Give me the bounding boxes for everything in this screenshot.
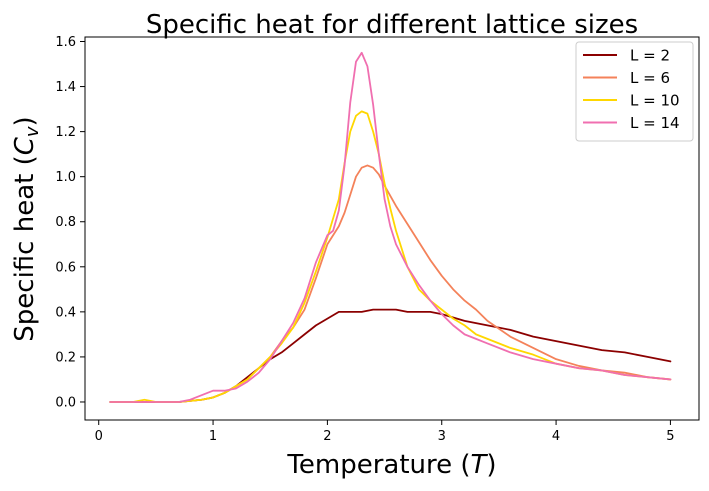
y-tick-label: 0.6 [55,260,76,275]
x-tick-label: 2 [323,429,331,444]
y-tick-label: 0.8 [55,215,76,230]
series-line-3 [109,51,672,403]
series-line-0 [109,308,672,403]
y-tick-label: 1.2 [55,125,76,140]
x-tick-label: 3 [438,429,446,444]
x-tick-label: 4 [552,429,560,444]
x-tick-label: 5 [666,429,674,444]
series-line-2 [109,110,672,403]
series-line-1 [109,164,672,403]
legend-label-3: L = 14 [630,114,680,132]
y-axis-label: Specific heat (Cv) [10,116,43,341]
legend-items: L = 2 L = 6 L = 10 L = 14 [583,47,680,132]
ticks-layer: 0 1 2 3 4 5 0.0 0.2 0.4 0.6 0.8 1.0 1.2 1.4 1.6 [55,35,674,444]
y-tick-label: 0.0 [55,395,76,410]
x-tick-label: 0 [95,429,103,444]
legend: L = 2 L = 6 L = 10 L = 14 [575,41,694,142]
y-tick-label: 0.2 [55,350,76,365]
y-tick-label: 1.4 [55,80,76,95]
series-layer [109,51,672,403]
legend-label-0: L = 2 [630,47,670,65]
legend-label-1: L = 6 [630,69,670,87]
legend-box [575,41,694,142]
chart-title: Specific heat for different lattice size… [146,10,638,40]
plot-frame [84,36,700,421]
x-tick-label: 1 [209,429,217,444]
y-tick-label: 0.4 [55,305,76,320]
x-axis-label: Temperature (T) [286,450,496,480]
y-tick-label: 1.0 [55,170,76,185]
legend-label-2: L = 10 [630,92,680,110]
y-tick-label: 1.6 [55,35,76,50]
